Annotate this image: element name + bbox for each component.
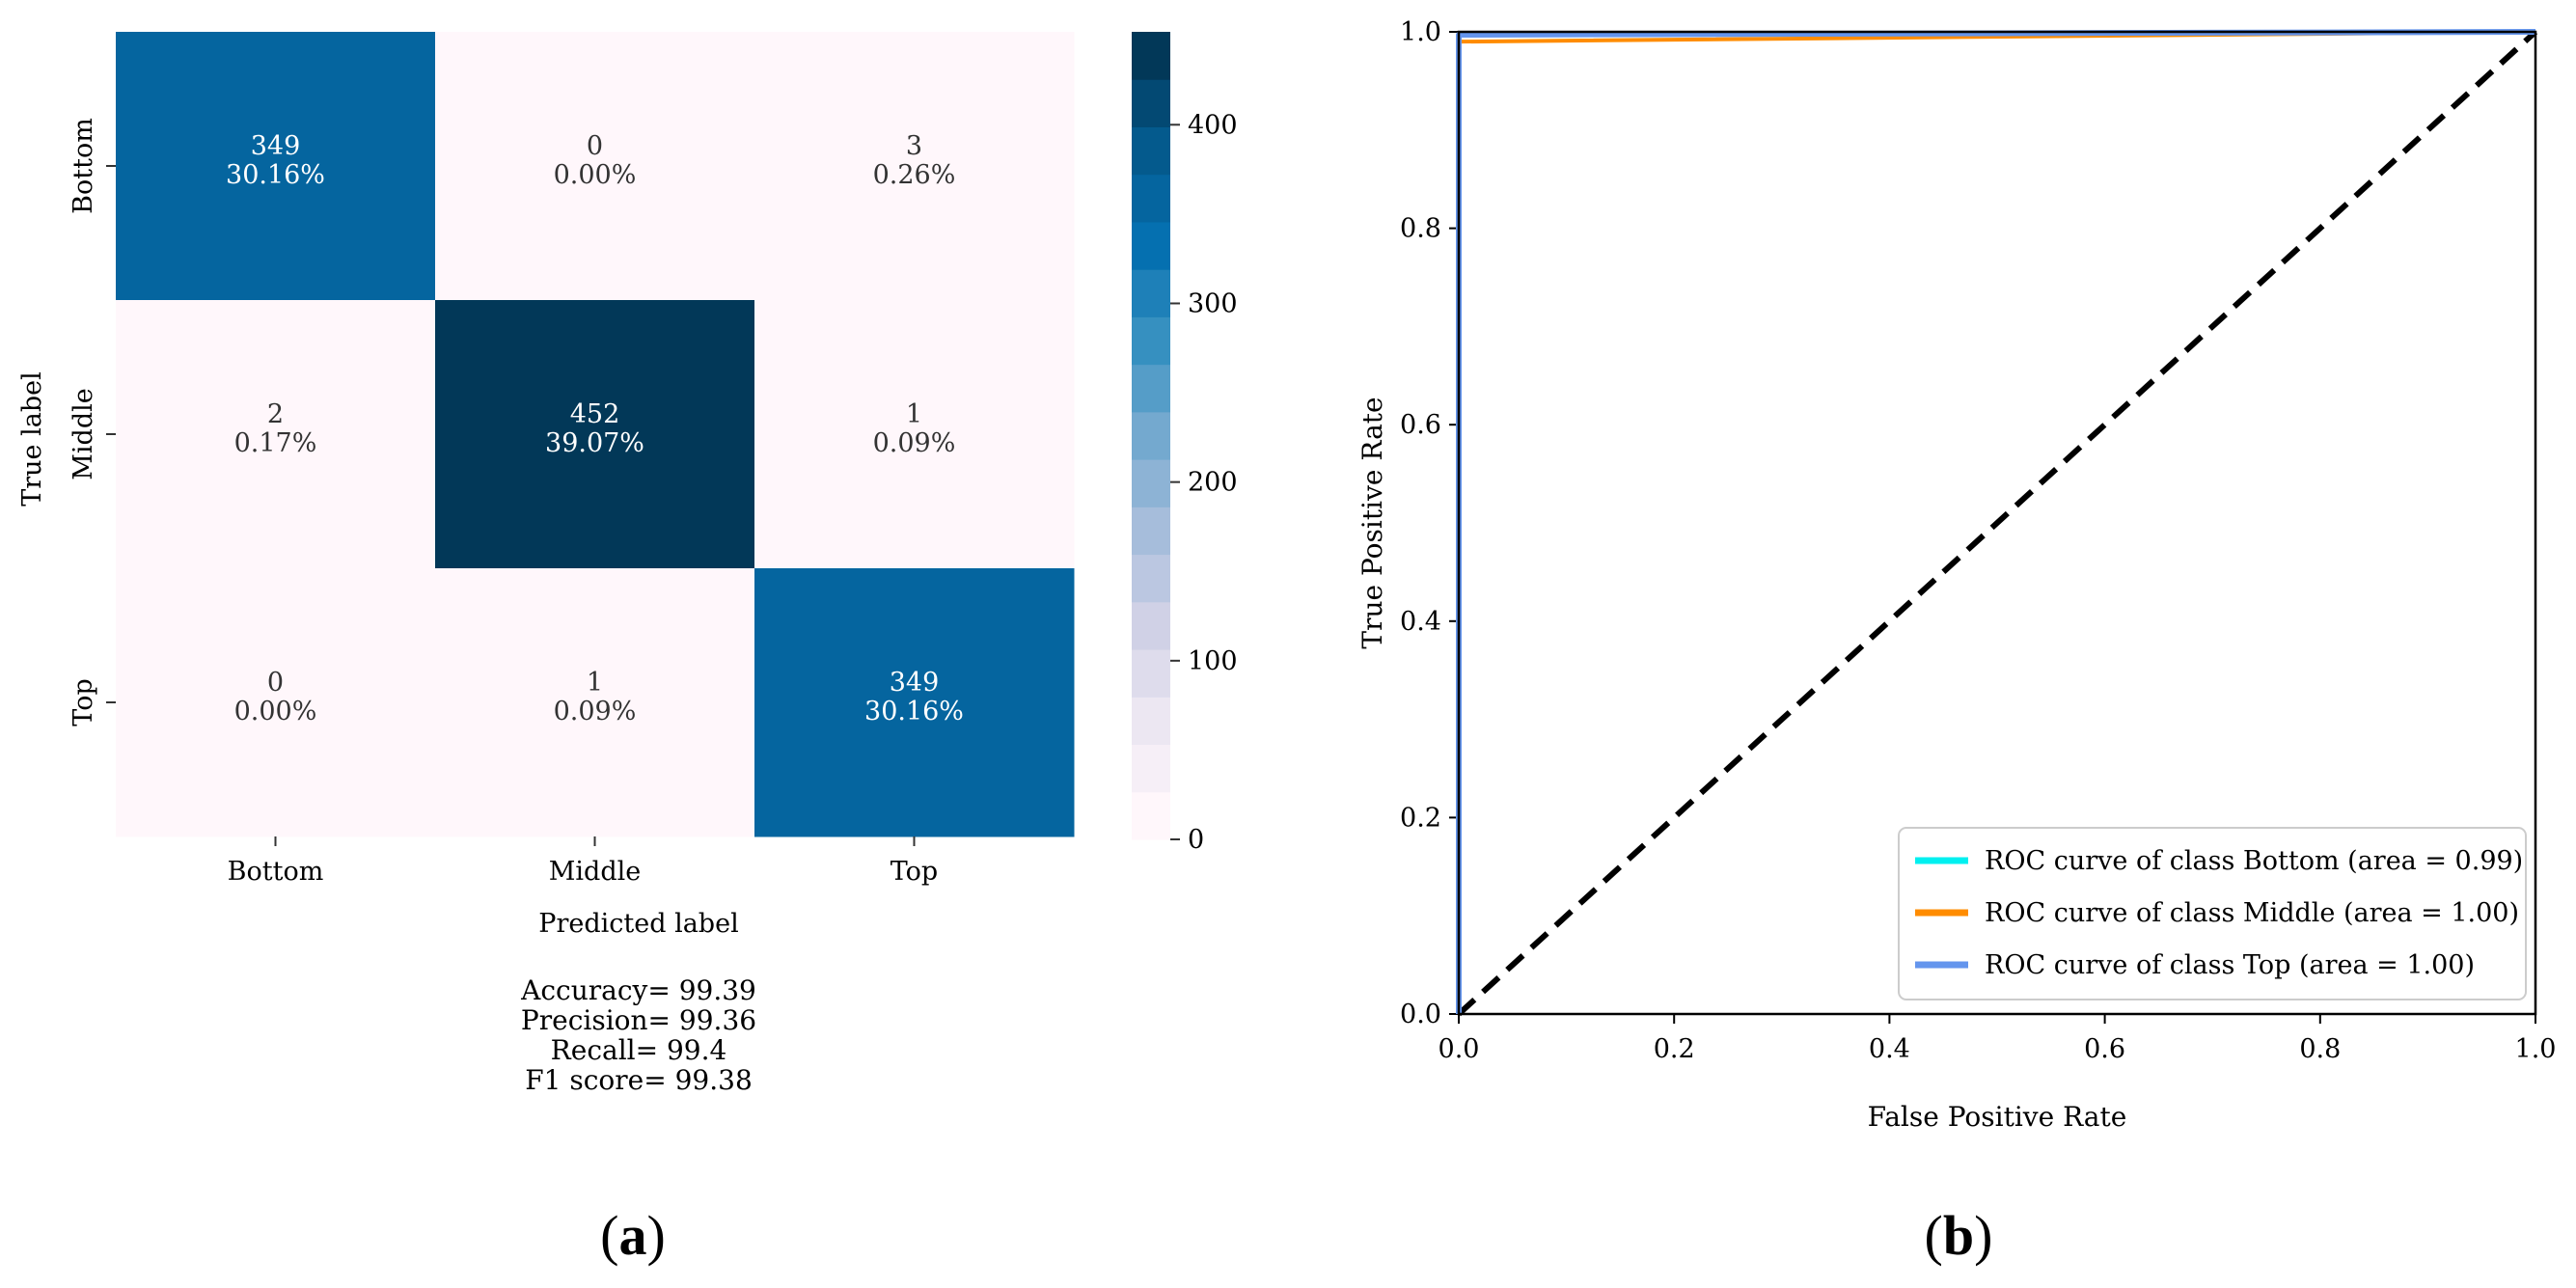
heatmap-cell xyxy=(435,300,755,569)
heatmap-cell xyxy=(754,32,1075,301)
roc-y-tick-label: 0.4 xyxy=(1400,607,1441,637)
legend-label: ROC curve of class Bottom (area = 0.99) xyxy=(1985,846,2523,876)
roc-x-tick-label: 0.0 xyxy=(1439,1034,1480,1064)
roc-plot-frame xyxy=(1457,30,2537,1016)
cell-percent: 30.16% xyxy=(226,160,325,190)
roc-ylabel: True Positive Rate xyxy=(1357,397,1388,648)
legend-label: ROC curve of class Middle (area = 1.00) xyxy=(1985,898,2519,928)
roc-legend: ROC curve of class Bottom (area = 0.99) R… xyxy=(1898,827,2527,1000)
cm-xlabel: Predicted label xyxy=(538,909,738,939)
cell-percent: 0.17% xyxy=(234,428,317,458)
heatmap-cell xyxy=(435,568,755,837)
metric-f1: F1 score= 99.38 xyxy=(525,1064,753,1096)
legend-entries: ROC curve of class Bottom (area = 0.99) R… xyxy=(1915,846,2523,980)
metric-precision: Precision= 99.36 xyxy=(521,1004,756,1036)
y-tick-label: Top xyxy=(69,678,98,726)
confusion-matrix-cells xyxy=(116,32,1075,837)
colorbar-band xyxy=(1132,697,1170,746)
metric-accuracy: Accuracy= 99.39 xyxy=(520,974,756,1006)
roc-x-tick-label: 0.2 xyxy=(1654,1034,1695,1064)
cell-percent: 0.09% xyxy=(873,428,956,458)
heatmap-cell xyxy=(116,568,436,837)
colorbar-band xyxy=(1132,316,1170,366)
colorbar-band xyxy=(1132,174,1170,223)
roc-y-tick-label: 0.0 xyxy=(1400,1000,1441,1029)
colorbar-band xyxy=(1132,744,1170,793)
colorbar-tick-label: 0 xyxy=(1188,825,1204,855)
confusion-matrix-annotations: 34930.16%00.00%30.26%20.17%45239.07%10.0… xyxy=(226,131,964,726)
confusion-matrix-axes: Bottom Middle Top Bottom Middle Top xyxy=(69,118,938,887)
colorbar-tick-label: 100 xyxy=(1188,646,1238,676)
cell-percent: 39.07% xyxy=(545,428,644,458)
cm-ylabel: True label xyxy=(17,371,47,507)
y-tick-label: Bottom xyxy=(69,118,98,214)
cell-count: 0 xyxy=(587,131,603,161)
colorbar-ticks: 0 100 200 300 400 xyxy=(1170,110,1238,855)
metric-recall: Recall= 99.4 xyxy=(551,1034,727,1066)
colorbar-band xyxy=(1132,601,1170,650)
x-tick-label: Top xyxy=(891,857,938,887)
cell-percent: 0.09% xyxy=(554,697,637,726)
metrics-block: Accuracy= 99.39 Precision= 99.36 Recall=… xyxy=(520,974,756,1096)
cell-count: 349 xyxy=(251,131,301,161)
panel-a-letter: a xyxy=(619,1204,647,1267)
colorbar-band xyxy=(1132,459,1170,507)
colorbar-band xyxy=(1132,554,1170,603)
roc-x-tick-label: 0.6 xyxy=(2084,1034,2125,1064)
colorbar-band xyxy=(1132,791,1170,840)
cell-percent: 0.00% xyxy=(234,697,317,726)
colorbar-band xyxy=(1132,411,1170,460)
heatmap-cell xyxy=(116,300,436,569)
heatmap-cell xyxy=(754,568,1075,837)
colorbar-bands xyxy=(1132,32,1170,840)
colorbar-band xyxy=(1132,32,1170,80)
colorbar-tick-label: 200 xyxy=(1188,468,1238,498)
heatmap-cell xyxy=(116,32,436,301)
colorbar-band xyxy=(1132,126,1170,176)
roc-x-tick-label: 0.8 xyxy=(2299,1034,2341,1064)
heatmap-cell xyxy=(435,32,755,301)
y-tick-label: Middle xyxy=(69,388,98,480)
panel-a-caption: (a) xyxy=(600,1204,666,1267)
panel-b-caption: (b) xyxy=(1925,1204,1993,1267)
panel-b-letter: b xyxy=(1943,1204,1974,1267)
roc-y-tick-label: 0.6 xyxy=(1400,410,1441,440)
cell-count: 452 xyxy=(570,399,620,429)
x-tick-label: Bottom xyxy=(228,857,324,887)
roc-y-tick-label: 0.8 xyxy=(1400,214,1441,244)
roc-ticks: 0.0 0.2 0.4 0.6 0.8 1.0 0.0 0.2 0.4 0.6 0.8 1.0 xyxy=(1400,17,2556,1064)
cell-count: 1 xyxy=(906,399,922,429)
cell-count: 3 xyxy=(906,131,922,161)
roc-x-tick-label: 1.0 xyxy=(2515,1034,2557,1064)
cell-percent: 30.16% xyxy=(864,697,964,726)
cell-count: 0 xyxy=(267,668,284,698)
legend-box xyxy=(1898,827,2527,1000)
colorbar-tick-label: 300 xyxy=(1188,288,1238,318)
cell-count: 349 xyxy=(890,668,940,698)
colorbar-tick-label: 400 xyxy=(1188,110,1238,140)
cell-percent: 0.26% xyxy=(873,160,956,190)
legend-label: ROC curve of class Top (area = 1.00) xyxy=(1985,950,2475,980)
roc-y-tick-label: 1.0 xyxy=(1400,17,1441,47)
colorbar-band xyxy=(1132,79,1170,127)
x-tick-label: Middle xyxy=(549,857,641,887)
roc-x-tick-label: 0.4 xyxy=(1869,1034,1910,1064)
colorbar-band xyxy=(1132,649,1170,698)
chance-line xyxy=(1456,29,2538,1017)
heatmap-cell xyxy=(754,300,1075,569)
colorbar-band xyxy=(1132,364,1170,413)
roc-xlabel: False Positive Rate xyxy=(1868,1101,2127,1133)
cell-count: 1 xyxy=(587,668,603,698)
cell-percent: 0.00% xyxy=(554,160,637,190)
cell-count: 2 xyxy=(267,399,284,429)
roc-y-tick-label: 0.2 xyxy=(1400,803,1441,833)
colorbar-band xyxy=(1132,507,1170,556)
cm-colorbar: 0 100 200 300 400 xyxy=(1132,32,1238,855)
colorbar-band xyxy=(1132,221,1170,270)
colorbar-band xyxy=(1132,269,1170,317)
